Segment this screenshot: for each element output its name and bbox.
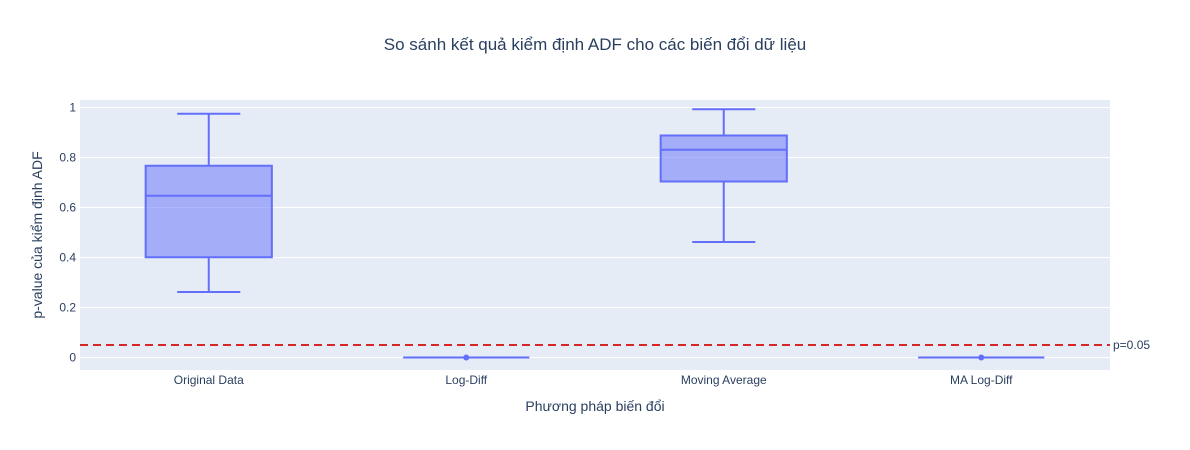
box-ma-log-diff xyxy=(918,354,1045,361)
x-tick-label: Moving Average xyxy=(681,373,767,387)
iqr-box xyxy=(659,134,788,183)
x-axis-title: Phương pháp biến đổi xyxy=(525,398,664,414)
y-tick-labels: 0 0.2 0.4 0.6 0.8 1 xyxy=(59,101,76,365)
reference-line-group: p=0.05 xyxy=(80,338,1150,352)
data-point xyxy=(978,354,985,361)
x-tick-label: Original Data xyxy=(174,373,244,387)
chart-title: So sánh kết quả kiểm định ADF cho các bi… xyxy=(384,35,806,54)
box-moving-average xyxy=(659,108,788,243)
iqr-box xyxy=(144,164,273,259)
y-axis-title: p-value của kiểm định ADF xyxy=(29,151,45,318)
y-tick-label: 0.8 xyxy=(59,151,76,165)
box-log-diff xyxy=(403,354,530,361)
reference-line-label: p=0.05 xyxy=(1113,338,1150,352)
y-tick-label: 0.2 xyxy=(59,301,76,315)
y-tick-label: 0 xyxy=(69,351,76,365)
data-point xyxy=(463,354,470,361)
box-original-data xyxy=(144,112,273,293)
x-tick-label: Log-Diff xyxy=(445,373,487,387)
y-tick-label: 0.4 xyxy=(59,251,76,265)
x-tick-labels: Original Data Log-Diff Moving Average MA Lo… xyxy=(174,373,1013,387)
y-tick-label: 0.6 xyxy=(59,201,76,215)
y-tick-label: 1 xyxy=(69,101,76,115)
x-tick-label: MA Log-Diff xyxy=(950,373,1013,387)
box-series xyxy=(144,108,1045,361)
